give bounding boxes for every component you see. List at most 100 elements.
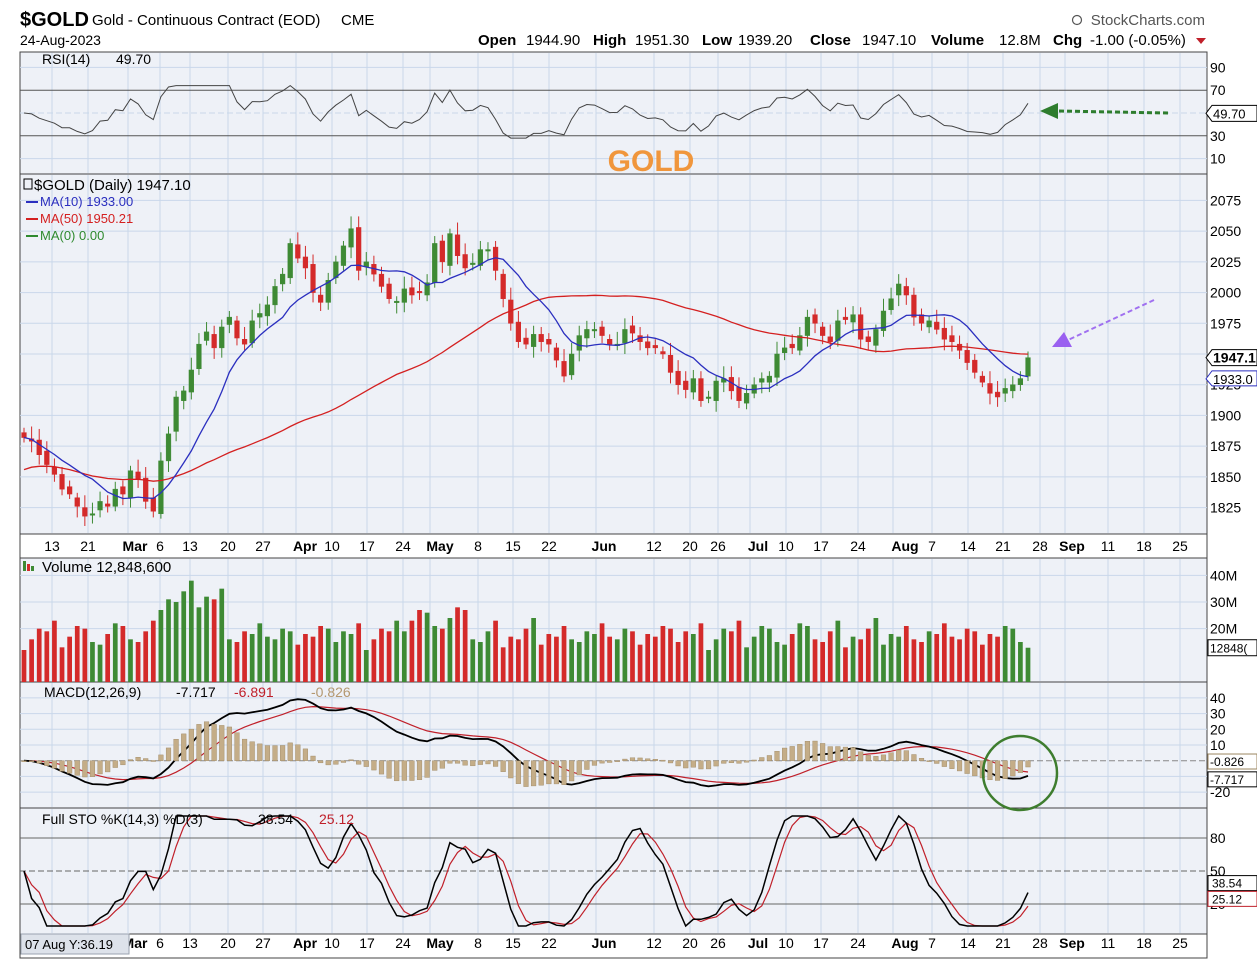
macd-tag-text: -7.717	[1210, 773, 1244, 787]
macd-hist-bar	[759, 757, 765, 761]
macd-hist-bar	[378, 760, 385, 775]
candle-body	[599, 326, 605, 336]
x-tick-label: 11	[1101, 935, 1116, 951]
candle-body	[51, 466, 58, 475]
macd-hist-bar	[363, 760, 369, 767]
chg-label: Chg	[1053, 32, 1082, 49]
macd-hist-bar	[561, 760, 567, 785]
macd-hist-bar	[249, 741, 255, 761]
x-tick-label: 20	[682, 538, 698, 554]
macd-hist-bar	[234, 732, 240, 761]
candle-body	[165, 433, 172, 462]
volume-bar	[964, 628, 970, 682]
crosshair-readout: 07 Aug Y:36.19	[25, 937, 113, 952]
volume-bar	[789, 634, 795, 682]
price-tick-label: 2025	[1210, 254, 1241, 270]
volume-bar	[401, 631, 407, 682]
x-tick-label: 15	[505, 538, 521, 554]
x-tick-label: Sep	[1059, 935, 1085, 951]
volume-bar	[668, 628, 673, 682]
candle-body	[234, 320, 240, 339]
candle-body	[530, 334, 537, 347]
candle-body	[842, 316, 849, 320]
x-tick-label: 17	[359, 935, 375, 951]
volume-bar	[645, 634, 651, 682]
volume-bar	[957, 639, 962, 682]
volume-bar	[181, 591, 187, 682]
candle-body	[394, 300, 400, 303]
macd-hist-bar	[888, 752, 894, 761]
volume-bar	[934, 634, 940, 682]
macd-hist-bar	[280, 745, 286, 761]
candle-body	[789, 343, 795, 349]
volume-value: 12.8M	[999, 32, 1041, 49]
macd-hist-bar	[333, 760, 339, 765]
x-axis-strip	[19, 533, 1208, 559]
macd-hist-bar	[1017, 760, 1023, 773]
macd-hist-bar	[751, 759, 757, 762]
macd-hist-bar	[599, 760, 605, 764]
volume-bar	[569, 639, 574, 682]
x-tick-label: 26	[710, 935, 726, 951]
x-tick-label: 24	[850, 935, 866, 951]
volume-bar	[234, 642, 240, 682]
volume-bar	[873, 618, 879, 682]
candle-body	[485, 249, 491, 252]
macd-hist-bar	[721, 760, 727, 764]
volume-bar	[911, 639, 917, 682]
volume-bar	[36, 628, 42, 682]
macd-hist-bar	[531, 760, 537, 787]
macd-hist-bar	[850, 747, 856, 761]
macd-hist-bar	[105, 760, 111, 773]
volume-bar	[576, 642, 582, 682]
macd-hist-bar	[576, 760, 582, 776]
macd-hist-bar	[386, 760, 392, 779]
macd-hist-bar	[226, 726, 232, 761]
volume-tag-shape	[1207, 639, 1257, 657]
macd-hist-bar	[508, 760, 514, 779]
volume-bar	[500, 647, 506, 682]
volume-bar	[493, 620, 498, 682]
candle-body	[105, 503, 111, 507]
candle-body	[994, 391, 1001, 398]
candle-body	[546, 339, 552, 345]
candle-body	[941, 327, 947, 340]
volume-bar	[318, 626, 323, 682]
macd-hist-bar	[135, 757, 141, 761]
close-price-tag: 1947.1	[1205, 349, 1257, 367]
macd-tick-label: 10	[1210, 737, 1226, 753]
macd-hist-bar	[356, 760, 362, 765]
rsi-line	[23, 84, 1029, 139]
grid-lines	[20, 53, 1207, 933]
candle-body	[127, 470, 134, 498]
candle-body	[196, 343, 202, 369]
macd-hist-bar	[835, 746, 841, 761]
macd-hist-bar	[553, 760, 559, 785]
macd-tick-label: 30	[1210, 706, 1226, 722]
candle-body	[576, 335, 582, 351]
ma10-price-tag: 1933.0	[1205, 370, 1257, 387]
sto-k-tag: 38.54	[1207, 875, 1257, 892]
macd-hist-bar	[112, 760, 118, 768]
low-value: 1939.20	[738, 32, 792, 49]
volume-bar	[675, 642, 681, 682]
volume-bar	[554, 636, 559, 682]
candle-body	[356, 227, 362, 271]
macd-hist-bar	[454, 760, 461, 764]
volume-bar	[630, 631, 635, 682]
x-tick-label: 8	[474, 935, 482, 951]
volume-icon	[23, 561, 26, 571]
rsi-tick-label: 70	[1210, 82, 1226, 98]
x-tick-label: Jul	[748, 935, 768, 951]
volume-bar	[805, 626, 810, 682]
candle-body	[21, 432, 27, 438]
macd-hist-bar	[51, 760, 57, 769]
volume-bar	[417, 610, 422, 682]
macd-hist-bar	[462, 760, 468, 766]
high-label: High	[593, 32, 626, 49]
volume-bar	[325, 628, 331, 682]
volume-bar	[941, 623, 947, 682]
candle-body	[774, 353, 780, 378]
volume-bar	[82, 628, 88, 682]
volume-bar	[881, 644, 886, 682]
